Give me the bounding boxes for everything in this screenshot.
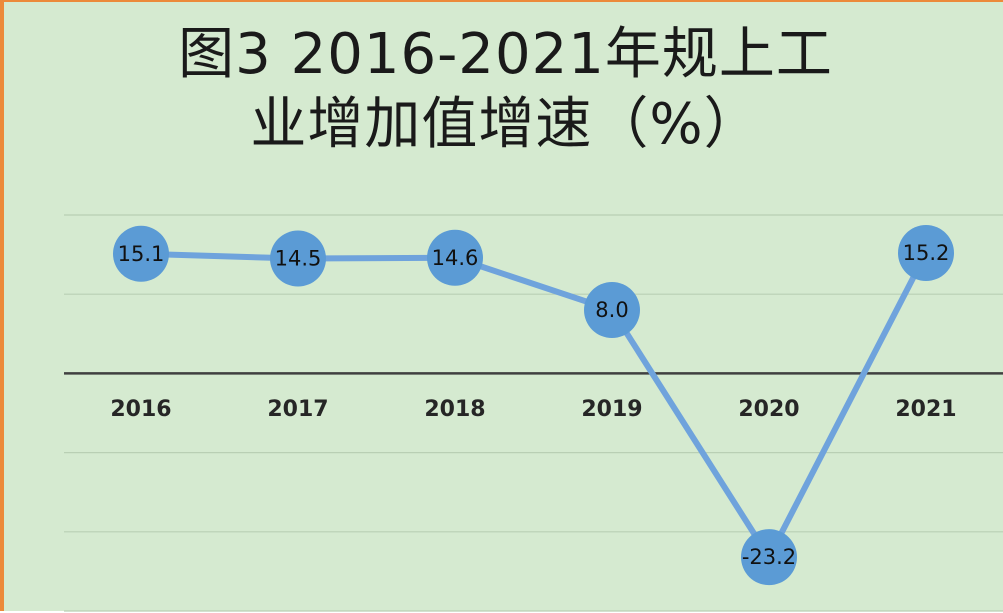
x-tick-label: 2019 (581, 397, 642, 422)
line (140, 250, 929, 561)
marker (270, 230, 326, 287)
marker (584, 282, 640, 339)
chart: 2016 2017 2018 2019 2020 2021 15.1 14.5 14.6 8.0 -… (64, 214, 1003, 612)
x-tick-label: 2018 (424, 397, 485, 422)
data-label: 15.2 (903, 241, 950, 265)
x-tick-label: 2017 (267, 397, 328, 422)
data-label: 14.6 (432, 246, 479, 270)
x-tick-label: 2020 (738, 397, 799, 422)
marker (427, 229, 483, 286)
marker (741, 529, 797, 586)
chart-title: 图3 2016-2021年规上工 业增加值增速（%） (178, 22, 833, 157)
data-label: 15.1 (118, 242, 165, 266)
data-label: 8.0 (595, 298, 628, 322)
data-label: -23.2 (742, 545, 796, 569)
data-label: 14.5 (275, 247, 322, 271)
x-tick-label: 2021 (895, 397, 956, 422)
marker (113, 225, 169, 282)
x-tick-label: 2016 (110, 397, 171, 422)
marker (898, 225, 954, 282)
